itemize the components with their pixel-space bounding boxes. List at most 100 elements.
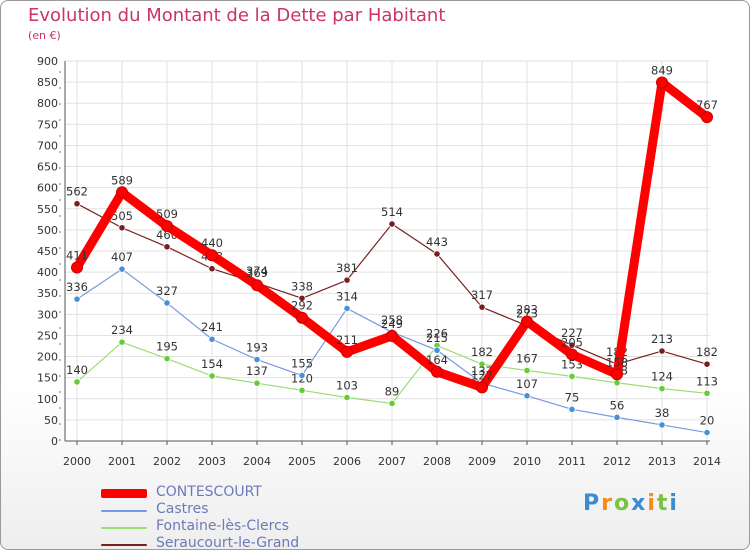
logo-letter: P [583,491,602,516]
data-label: 283 [516,303,538,317]
data-point [208,265,216,273]
chart-title: Evolution du Montant de la Dette par Hab… [28,5,446,26]
data-label: 849 [651,64,673,78]
data-label: 56 [610,398,625,412]
data-label: 154 [201,357,223,371]
data-label: 127 [471,368,493,382]
legend-label: Fontaine-lès-Clercs [156,518,290,534]
y-tick-label: 900 [37,55,58,68]
y-tick-label: 450 [37,245,58,258]
x-tick-label: 2014 [693,455,721,468]
data-point [73,200,81,208]
x-tick-label: 2002 [153,455,181,468]
x-tick-label: 2006 [333,455,361,468]
data-label: 213 [651,332,673,346]
y-tick-label: 350 [37,287,58,300]
data-label: 137 [246,364,268,378]
data-label: 258 [381,313,403,327]
data-point [388,220,396,228]
data-point [71,261,83,274]
data-label: 767 [696,98,718,112]
data-label: 374 [246,264,268,278]
legend-item: Fontaine-lès-Clercs [101,518,341,536]
data-point [296,311,308,324]
logo-letter: t [656,491,670,516]
y-tick-label: 300 [37,308,58,321]
data-label: 273 [516,307,538,321]
x-tick-label: 2011 [558,455,586,468]
legend-swatch [101,509,147,512]
data-point [613,379,621,387]
data-point [341,345,353,358]
y-tick-label: 650 [37,161,58,174]
data-point [388,399,396,408]
data-point [73,295,81,303]
data-point [656,76,668,89]
data-point [478,360,486,368]
x-tick-label: 2007 [378,455,406,468]
data-point [343,304,351,313]
legend: CONTESCOURT Castres Fontaine-lès-Clercs Ser… [101,484,341,550]
y-tick-label: 250 [37,329,58,342]
data-point [251,279,263,292]
data-label: 292 [291,299,313,313]
data-point [73,378,81,386]
x-tick-label: 2001 [108,455,136,468]
data-label: 182 [471,345,493,359]
data-point [253,379,261,387]
logo-letter: x [631,491,648,516]
data-label: 103 [336,379,358,393]
data-label: 124 [651,370,673,384]
y-tick-label: 100 [37,393,58,406]
data-point [253,355,261,364]
data-point [658,347,666,355]
data-point [161,220,173,233]
data-label: 195 [156,340,178,354]
data-point [568,341,576,349]
y-tick-label: 150 [37,372,58,385]
data-point [118,338,126,346]
data-point [118,224,126,232]
data-label: 249 [381,317,403,331]
data-point [343,276,351,284]
data-label: 241 [201,320,223,334]
y-tick-label: 600 [37,182,58,195]
x-tick-label: 2012 [603,455,631,468]
data-point [701,111,713,124]
data-label: 193 [246,341,268,355]
logo-letter: o [613,491,632,516]
data-label: 562 [66,185,88,199]
data-label: 327 [156,284,178,298]
data-point [433,250,441,258]
y-axis-unit-label: (en €) [28,29,61,42]
data-label: 369 [246,266,268,280]
data-label: 443 [426,235,448,249]
data-label: 381 [336,261,358,275]
legend-item: CONTESCOURT [101,484,341,502]
x-tick-label: 2008 [423,455,451,468]
legend-item: Seraucourt-le-Grand [101,535,341,550]
data-label: 89 [385,384,400,398]
legend-label: CONTESCOURT [156,484,262,500]
data-label: 205 [561,335,583,349]
y-tick-label: 500 [37,224,58,237]
legend-label: Seraucourt-le-Grand [156,535,300,550]
data-label: 155 [291,357,313,371]
y-tick-label: 200 [37,351,58,364]
data-point [703,389,711,397]
data-point [386,329,398,342]
legend-item: Castres [101,501,341,519]
data-point [568,405,576,413]
data-label: 234 [111,323,133,337]
y-tick-label: 50 [44,414,58,427]
data-point [703,360,711,368]
data-point [568,372,576,380]
data-label: 336 [66,280,88,294]
data-label: 227 [561,326,583,340]
data-point [611,368,623,381]
x-tick-label: 2003 [198,455,226,468]
data-label: 215 [426,331,448,345]
data-label: 167 [516,351,538,365]
data-label: 20 [700,414,715,428]
